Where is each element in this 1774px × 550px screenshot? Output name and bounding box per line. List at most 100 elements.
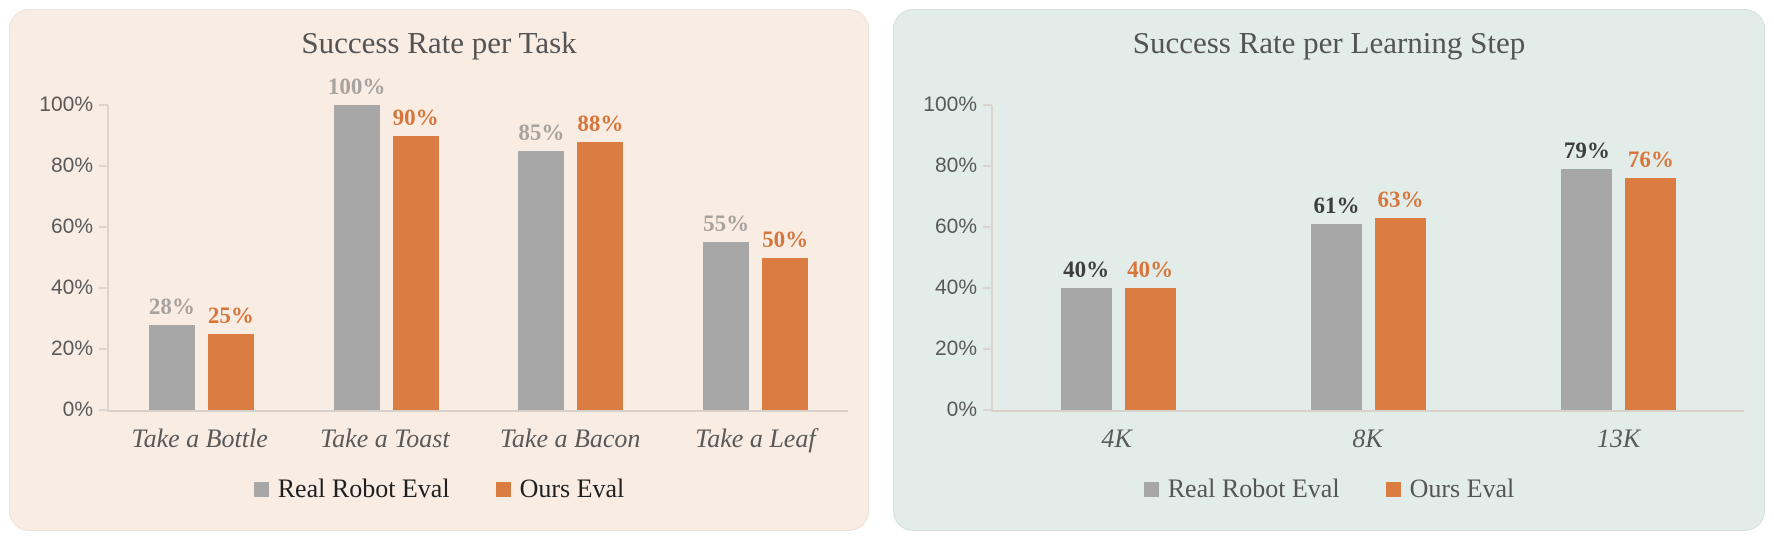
bar-groups-container: 40% 40% 61% 63% 79% 76%	[993, 105, 1744, 410]
y-axis-tick-label: 100%	[923, 93, 977, 116]
x-axis-category-row: 4K 8K 13K	[991, 424, 1744, 454]
bar-value-label: 40%	[1063, 257, 1110, 282]
bar-column: 85%	[518, 105, 565, 410]
bar-value-label: 40%	[1127, 257, 1174, 282]
y-axis-tick	[983, 104, 992, 106]
y-axis-tick-label: 80%	[50, 154, 93, 177]
y-axis-tick-label: 80%	[934, 154, 977, 177]
bar-ours-eval	[392, 135, 439, 410]
y-axis-tick	[983, 409, 992, 411]
bar-ours-eval	[762, 257, 809, 410]
bar-value-label: 76%	[1627, 147, 1674, 173]
bar-column: 79%	[1561, 105, 1613, 410]
chart-title: Success Rate per Task	[301, 25, 577, 60]
x-axis-category-row: Take a Bottle Take a Toast Take a Bacon Tak…	[107, 424, 848, 454]
bar-column: 90%	[392, 104, 439, 410]
y-axis-tick	[99, 348, 108, 350]
y-axis-tick	[99, 104, 108, 106]
bar-column: 25%	[207, 105, 254, 410]
y-axis-tick	[99, 165, 108, 167]
chart-title: Success Rate per Learning Step	[1132, 25, 1526, 60]
bar-column: 63%	[1374, 105, 1426, 410]
bar-real-robot-eval	[1561, 169, 1613, 410]
legend-marker-swatch	[1385, 481, 1401, 497]
legend-label: Ours Eval	[1409, 474, 1515, 503]
chart-panel-success-rate-per-learning-step: Success Rate per Learning Step 40% 40% 61%…	[893, 9, 1765, 531]
bar-value-label: 55%	[703, 211, 750, 237]
y-axis-tick-label: 0%	[62, 398, 93, 421]
chart-legend: Real Robot Eval Ours Eval	[894, 474, 1764, 504]
y-axis-tick	[99, 287, 108, 289]
legend-item: Real Robot Eval	[1143, 474, 1340, 504]
legend-label: Ours Eval	[519, 474, 625, 503]
bar-ours-eval	[1625, 178, 1677, 410]
bar-column: 40%	[1060, 105, 1112, 410]
legend-marker-swatch	[253, 481, 269, 497]
bar-column: 40%	[1124, 105, 1176, 410]
bar-ours-eval	[577, 141, 624, 410]
bar-real-robot-eval	[703, 242, 750, 410]
bar-column: 50%	[762, 105, 809, 410]
bar-real-robot-eval	[1310, 223, 1362, 410]
bar-group: 85% 88%	[479, 105, 664, 410]
bar-value-label: 100%	[327, 74, 386, 99]
bar-group: 55% 50%	[663, 105, 848, 410]
bar-value-label: 85%	[518, 119, 565, 145]
legend-label: Real Robot Eval	[1167, 474, 1340, 503]
category-label: Take a Leaf	[695, 424, 816, 453]
y-axis-tick-label: 60%	[50, 215, 93, 238]
bar-column: 28%	[148, 105, 195, 410]
category-label: 8K	[1352, 424, 1383, 453]
y-axis-tick-label: 40%	[934, 276, 977, 299]
plot-area: 28% 25% 100% 90% 85% 88% 55% 50% 0% 20% 40% 60% 80%…	[39, 74, 848, 421]
chart-legend: Real Robot Eval Ours Eval	[10, 474, 868, 504]
bar-group: 28% 25%	[109, 105, 294, 410]
bar-real-robot-eval	[1060, 288, 1112, 410]
y-axis-tick	[99, 226, 108, 228]
bar-ours-eval	[1374, 217, 1426, 410]
bar-group: 79% 76%	[1494, 105, 1744, 410]
category-label: 13K	[1596, 424, 1641, 453]
bar-value-label: 50%	[762, 226, 809, 252]
bar-ours-eval	[207, 333, 254, 410]
bar-value-label: 61%	[1313, 192, 1360, 218]
bar-value-label: 79%	[1563, 138, 1610, 164]
plot-area: 40% 40% 61% 63% 79% 76% 0% 20% 40% 60% 80% 100%	[923, 93, 1744, 421]
bar-value-label: 28%	[148, 293, 195, 319]
bar-column: 76%	[1625, 105, 1677, 410]
y-axis-tick-label: 40%	[50, 276, 93, 299]
legend-marker-swatch	[495, 481, 511, 497]
bar-group: 100% 90%	[294, 74, 479, 410]
bar-column: 100%	[328, 74, 385, 410]
y-axis-tick-label: 0%	[946, 398, 977, 421]
category-label: 4K	[1101, 424, 1132, 453]
bar-column: 55%	[703, 105, 750, 410]
bar-group: 40% 40%	[993, 105, 1243, 410]
y-axis-tick-label: 60%	[934, 215, 977, 238]
y-axis-tick	[983, 165, 992, 167]
category-label: Take a Bottle	[131, 424, 268, 453]
legend-item: Ours Eval	[1385, 474, 1515, 504]
y-axis-tick-label: 20%	[50, 337, 93, 360]
chart-panel-success-rate-per-task: Success Rate per Task 28% 25% 100% 90% 85% 88…	[9, 9, 869, 531]
category-label: Take a Toast	[320, 424, 450, 453]
bar-value-label: 25%	[207, 302, 254, 328]
y-axis-tick	[983, 348, 992, 350]
y-axis-tick-label: 100%	[39, 93, 93, 116]
bar-real-robot-eval	[518, 150, 565, 410]
bar-value-label: 88%	[577, 110, 624, 136]
legend-marker-swatch	[1143, 481, 1159, 497]
bar-column: 61%	[1310, 105, 1362, 410]
bar-real-robot-eval	[333, 105, 380, 410]
legend-item: Real Robot Eval	[253, 474, 450, 504]
bar-value-label: 63%	[1377, 186, 1424, 212]
category-label: Take a Bacon	[499, 424, 641, 453]
bar-value-label: 90%	[392, 104, 439, 130]
bar-real-robot-eval	[148, 324, 195, 410]
y-axis-tick	[99, 409, 108, 411]
legend-label: Real Robot Eval	[277, 474, 450, 503]
y-axis-tick	[983, 226, 992, 228]
y-axis-tick-label: 20%	[934, 337, 977, 360]
bar-column: 88%	[577, 105, 624, 410]
